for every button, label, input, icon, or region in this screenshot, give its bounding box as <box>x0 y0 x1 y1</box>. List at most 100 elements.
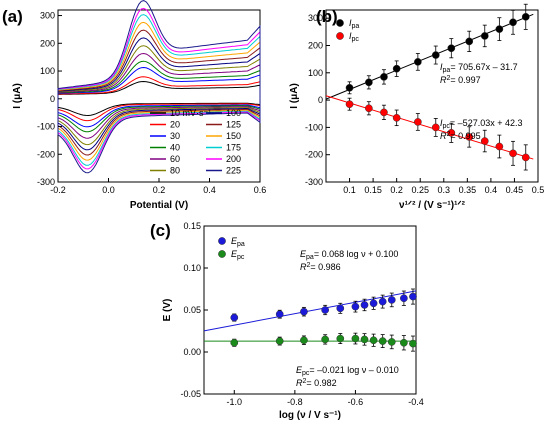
panel-b-label: (b) <box>316 7 338 26</box>
cv-curve-80-mvs <box>57 45 261 146</box>
legend-label: 200 <box>226 154 241 164</box>
panel-b-ipc-r2: R2= 0.995 <box>440 131 481 141</box>
data-point-Ipa <box>431 51 440 59</box>
data-point-Epa <box>378 297 387 306</box>
panel-c-ylabel: E (V) <box>162 299 173 322</box>
panel-c-xlabel: log (ν / V s⁻¹) <box>279 410 341 421</box>
data-point-Epa <box>275 310 284 319</box>
panel-0-x-tick-label: 0.6 <box>254 185 267 195</box>
panel-a-ylabel: I (μA) <box>12 83 23 109</box>
panel-a: (a) -0.2 0.0 0.2 0.4 0.6 -300 -200 -100 0 100 200… <box>2 0 266 211</box>
data-point-Epa <box>336 304 345 313</box>
legend-label: 175 <box>226 143 241 153</box>
panel-0-y-tick-label: 0 <box>50 94 55 104</box>
data-point-Ipc <box>509 149 517 158</box>
panel-1-y-tick-label: 100 <box>308 68 323 78</box>
data-point-Ipa <box>480 32 489 40</box>
data-point-Epa <box>369 299 378 308</box>
data-point-Ipc <box>447 129 456 137</box>
panel-b-ylabel: I (μA) <box>289 83 300 109</box>
panel-c-epa-r2: R2= 0.986 <box>300 262 341 272</box>
panel-2-y-tick-label: 0.15 <box>183 221 201 231</box>
data-point-Ipa <box>392 64 401 73</box>
panel-1-x-tick-label: 0.5 <box>532 185 545 195</box>
panel-2-x-tick-label: -0.8 <box>287 397 303 407</box>
data-point-Epc <box>400 338 408 347</box>
panel-1-y-tick-label: -100 <box>305 122 323 132</box>
legend-marker-Ipa <box>336 19 344 27</box>
panel-b-x-ticks: 0.1 0.15 0.2 0.25 0.3 0.35 0.4 0.45 0.5 <box>343 178 544 195</box>
panel-c-epc-eq: Epc= –0.021 log ν – 0.010 <box>296 365 399 377</box>
data-point-Ipa <box>465 37 474 46</box>
panel-0-y-tick-label: -300 <box>37 177 55 187</box>
panel-0-y-tick-label: -100 <box>37 122 55 132</box>
panel-b-plot <box>325 3 534 171</box>
data-point-Epc <box>351 334 360 343</box>
panel-2-x-tick-label: -1.0 <box>227 397 243 407</box>
panel-0-x-tick-label: 0.0 <box>102 185 115 195</box>
panel-1-y-tick-label: -300 <box>305 177 323 187</box>
panel-b-xlabel: ν¹ᐟ² / (V s⁻¹)¹ᐟ² <box>399 200 466 211</box>
legend-label: 150 <box>226 131 241 141</box>
data-point-Epc <box>300 336 308 345</box>
legend-label-Epa: Epa <box>231 236 245 248</box>
data-point-Ipc <box>465 133 474 141</box>
data-point-Ipa <box>380 73 388 81</box>
panel-1-y-tick-label: 300 <box>308 13 323 23</box>
panel-0-y-tick-label: 100 <box>40 66 55 76</box>
panel-b-ipa-r2: R2= 0.997 <box>440 75 481 85</box>
panel-c-epa-eq: Epa= 0.068 log ν + 0.100 <box>300 249 398 261</box>
data-point-Ipc <box>480 137 489 145</box>
panel-2-x-tick-label: -0.6 <box>348 397 364 407</box>
data-point-Ipa <box>495 25 504 33</box>
legend-label-Ipa: Ipa <box>349 18 359 30</box>
cv-curve-225-mvs <box>57 0 261 174</box>
legend-label: 20 <box>170 120 180 130</box>
data-point-Ipc <box>365 104 373 113</box>
panel-c-annotations: Epa= 0.068 log ν + 0.100 R2= 0.986 Epc= … <box>296 249 399 388</box>
panel-b-annotations: Ipa= 705.67x – 31.7 R2= 0.997 Ipc= –527.… <box>440 62 522 141</box>
panel-0-x-tick-label: 0.4 <box>203 185 216 195</box>
data-point-Ipc <box>380 108 388 117</box>
data-point-Epa <box>400 294 408 303</box>
panel-2-x-tick-label: -0.4 <box>408 397 424 407</box>
legend-label: 40 <box>170 143 180 153</box>
panel-1-x-tick-label: 0.4 <box>485 185 498 195</box>
data-point-Ipc <box>431 123 440 132</box>
legend-label: 100 <box>226 108 241 118</box>
panel-0-y-tick-label: 200 <box>40 38 55 48</box>
legend-label-Epc: Epc <box>231 249 245 261</box>
data-point-Epc <box>275 337 284 345</box>
data-point-Epc <box>230 338 239 347</box>
panel-2-y-tick-label: 0.00 <box>183 347 201 357</box>
data-point-Ipa <box>414 58 422 66</box>
panel-1-x-tick-label: 0.3 <box>438 185 451 195</box>
data-point-Epc <box>409 339 417 348</box>
data-point-Epc <box>369 336 378 345</box>
legend-label: 60 <box>170 154 180 164</box>
data-point-Epa <box>300 307 308 316</box>
panel-a-x-ticks: -0.2 0.0 0.2 0.4 0.6 <box>50 178 266 195</box>
panel-1-x-tick-label: 0.45 <box>506 185 524 195</box>
panel-0-x-tick-label: -0.2 <box>50 185 66 195</box>
panel-b-ipc-eq: Ipc= –527.03x + 42.3 <box>440 118 522 130</box>
data-point-Ipc <box>345 100 354 109</box>
panel-2-y-tick-label: 0.10 <box>183 263 201 273</box>
data-point-Ipc <box>392 113 401 122</box>
panel-1-x-tick-label: 0.2 <box>390 185 403 195</box>
legend-label: 30 <box>170 131 180 141</box>
panel-c-y-ticks: -0.05 0.00 0.05 0.10 0.15 <box>180 221 208 399</box>
panel-0-y-tick-label: -200 <box>37 149 55 159</box>
data-point-Epa <box>360 301 369 309</box>
legend-marker-Epc <box>218 250 226 258</box>
panel-c-epc-r2: R2= 0.982 <box>296 378 337 388</box>
legend-label: 125 <box>226 120 241 130</box>
data-point-Epa <box>387 296 396 304</box>
data-point-Epa <box>409 292 417 301</box>
legend-marker-Ipc <box>336 32 344 40</box>
data-point-Epc <box>360 335 369 344</box>
panel-c-label: (c) <box>150 221 171 240</box>
